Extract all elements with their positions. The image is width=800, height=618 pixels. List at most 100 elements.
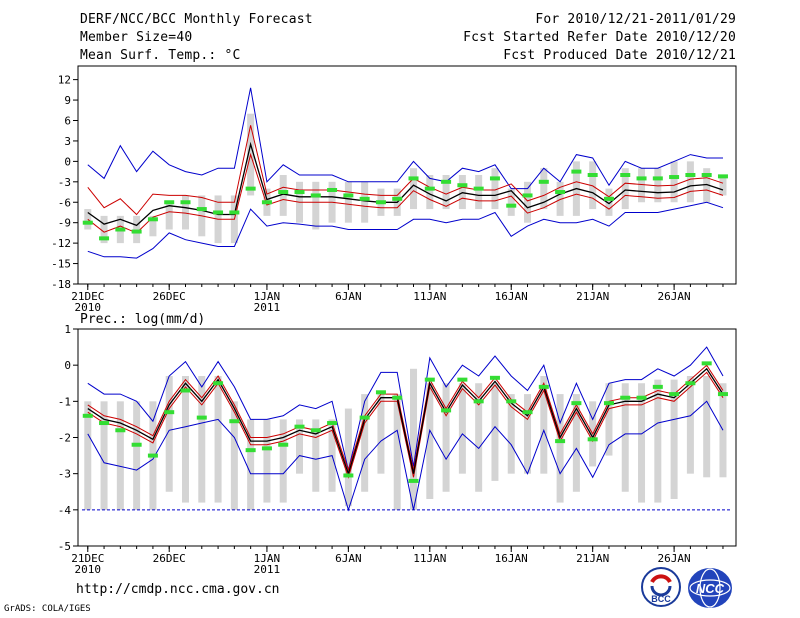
temp-ensemble-box (442, 175, 450, 210)
prec-ensemble-box (670, 379, 678, 499)
temp-mean-line (87, 141, 724, 227)
prec-obs-mark (294, 424, 305, 429)
prec-ensemble-box (410, 368, 418, 510)
prec-ensemble-box (638, 383, 646, 503)
temp-obs-mark (196, 207, 207, 212)
prec-obs-mark (669, 392, 680, 397)
temp-ensemble-box (491, 168, 499, 210)
temp-ensemble-box (181, 195, 189, 230)
temp-obs-mark (685, 173, 696, 177)
temp-obs-mark (555, 190, 566, 195)
temp-ytick-label: -18 (51, 278, 71, 291)
prec-ensemble-box (524, 394, 532, 474)
temp-obs-mark (310, 193, 321, 198)
prec-obs-mark (717, 392, 728, 397)
svg-text:BCC: BCC (651, 594, 671, 604)
prec-ensemble-box (686, 376, 694, 474)
temp-xtick-year: 2011 (254, 301, 281, 314)
prec-ytick-label: -4 (58, 504, 72, 517)
prec-ensemble-box (605, 383, 613, 456)
temp-xtick-label: 6JAN (335, 290, 362, 303)
prec-obs-mark (196, 415, 207, 420)
prec-obs-mark (164, 410, 175, 415)
prec-obs-mark (213, 381, 224, 386)
temp-frame (77, 65, 737, 285)
prec-obs-mark (652, 384, 663, 389)
temp-max-line (87, 87, 723, 190)
temp-obs-mark (636, 176, 647, 181)
temp-xtick-label: 11JAN (413, 290, 446, 303)
temp-ensemble-box (686, 161, 694, 203)
prec-ensemble-box (296, 419, 304, 474)
prec-ensemble-box (263, 419, 271, 503)
temp-obs-mark (538, 179, 549, 184)
prec-obs-mark (392, 395, 403, 400)
prec-ensemble-box (344, 408, 352, 507)
temp-ytick-label: -6 (58, 196, 71, 209)
prec-ytick-label: -2 (58, 432, 71, 445)
temp-ensemble-box (556, 181, 564, 216)
prec-min-line (87, 400, 724, 512)
prec-ensemble-box (133, 401, 141, 510)
temp-obs-mark (587, 173, 598, 177)
temp-ytick-label: 6 (64, 115, 71, 128)
temp-obs-mark (603, 196, 614, 201)
temp-ytick-label: -3 (58, 176, 71, 189)
prec-ensemble-box (247, 419, 255, 510)
prec-ensemble-box (540, 376, 548, 474)
prec-mean-line (87, 367, 724, 476)
prec-ytick-label: -1 (58, 395, 71, 408)
temp-obs-mark (375, 200, 386, 205)
prec-obs-mark (229, 419, 240, 424)
prec-obs-mark (245, 448, 256, 453)
grads-credit: GrADS: COLA/IGES (4, 604, 91, 614)
prec-ensemble-box (703, 376, 711, 478)
temp-min-line (87, 201, 724, 259)
temp-obs-mark (229, 210, 240, 215)
temp-ensemble-box (475, 175, 483, 210)
temp-ensemble-box (149, 215, 157, 237)
prec-ensemble-box (116, 401, 124, 510)
temp-ytick-label: 3 (64, 135, 71, 148)
temp-obs-mark (213, 210, 224, 215)
temp-obs-mark (473, 186, 484, 191)
prec-ytick-label: 0 (64, 359, 71, 372)
prec-ensemble-box (442, 383, 450, 492)
temp-obs-mark (343, 193, 354, 198)
temp-obs-mark (424, 186, 435, 191)
temp-ensemble-box (165, 202, 173, 230)
temp-obs-mark (506, 203, 517, 208)
temp-obs-mark (131, 229, 142, 234)
prec-ensemble-box (312, 419, 320, 492)
prec-lower-line (87, 371, 724, 479)
prec-obs-mark (131, 442, 142, 447)
prec-ensemble-box (491, 383, 499, 481)
temp-ensemble-box (361, 181, 369, 223)
temp-obs-mark (115, 227, 126, 232)
temp-obs-mark (327, 187, 338, 192)
prec-obs-mark (408, 478, 419, 483)
prec-obs-mark (555, 439, 566, 444)
prec-ensemble-box (654, 379, 662, 503)
temp-obs-mark (701, 173, 712, 177)
prec-max-line (87, 346, 724, 471)
prec-obs-mark (489, 375, 500, 380)
temp-xtick-label: 26DEC (153, 290, 186, 303)
temp-obs-mark (261, 200, 272, 205)
prec-xtick-label: 21DEC (71, 552, 104, 565)
prec-obs-mark (620, 395, 631, 400)
member-size: Member Size=40 (80, 30, 193, 45)
prec-obs-mark (457, 377, 468, 382)
temp-obs-mark (457, 183, 468, 188)
prec-obs-mark (424, 377, 435, 382)
prec-obs-mark (685, 381, 696, 386)
temp-obs-mark (717, 174, 728, 179)
variable-label: Mean Surf. Temp.: °C (80, 48, 241, 63)
temp-obs-mark (652, 176, 663, 181)
source-url[interactable]: http://cmdp.ncc.cma.gov.cn (76, 582, 280, 597)
temp-ensemble-box (719, 175, 727, 196)
prec-obs-mark (473, 399, 484, 404)
temp-xtick-label: 26JAN (658, 290, 691, 303)
